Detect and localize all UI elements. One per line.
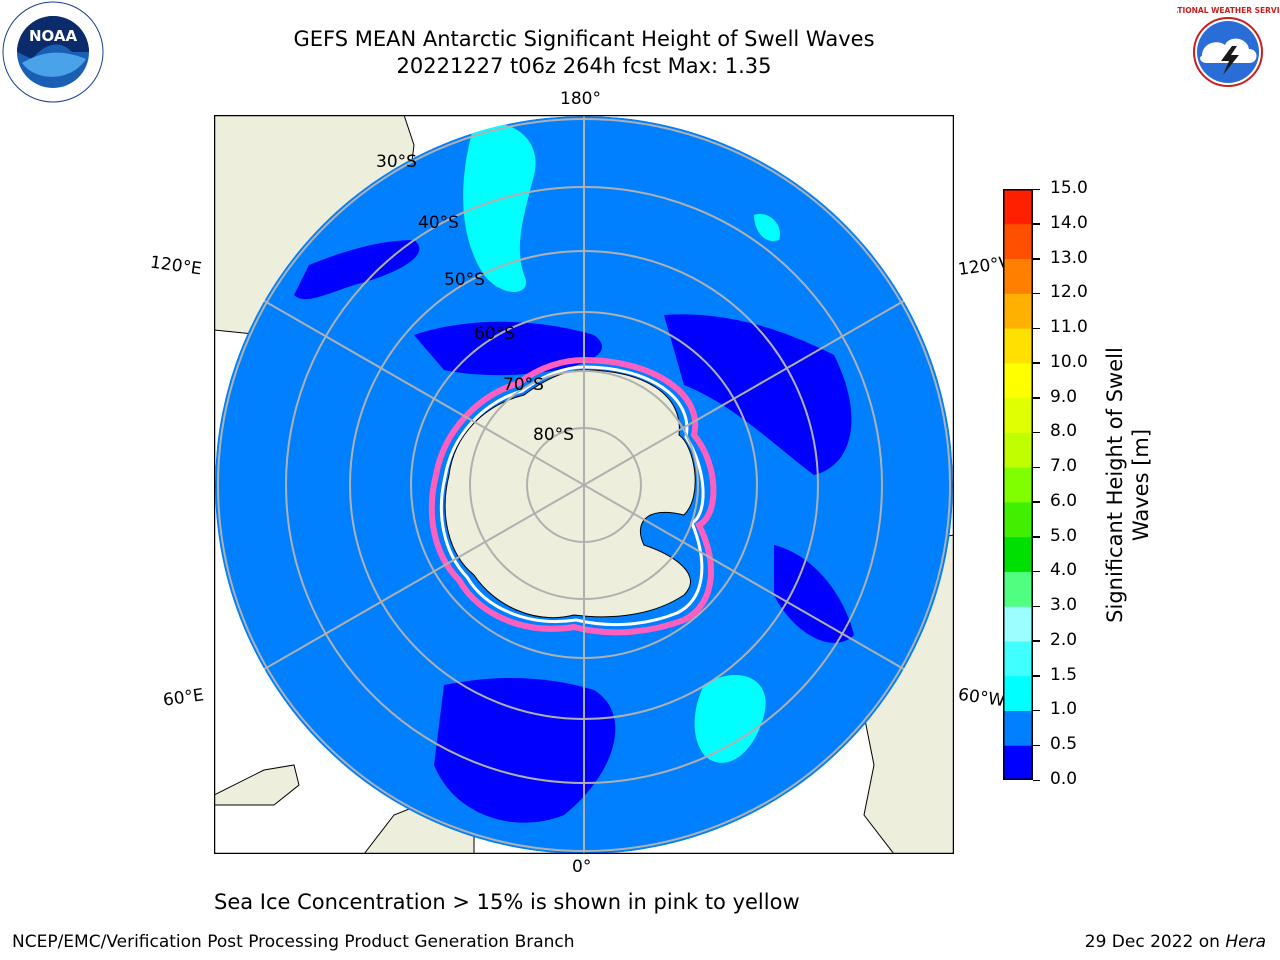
colorbar-segment: [1003, 675, 1033, 711]
footer-credit: NCEP/EMC/Verification Post Processing Pr…: [12, 932, 575, 952]
colorbar-tick-label: 10.0: [1050, 351, 1088, 372]
sea-ice-rim: [428, 356, 717, 636]
colorbar-tick-mark: [1033, 223, 1040, 225]
colorbar-tick-mark: [1033, 327, 1040, 330]
polar-map: [214, 115, 954, 854]
cyan-swell-area-2: [694, 675, 766, 763]
colorbar-segment: [1003, 710, 1033, 746]
low-swell-area-4: [434, 678, 616, 823]
colorbar-tick-label: 15.0: [1050, 178, 1088, 198]
colorbar-tick-mark: [1033, 779, 1040, 781]
map-subtitle: 20221227 t06z 264h fcst Max: 1.35: [396, 54, 772, 78]
lat-label-60s: 60°S: [474, 324, 515, 344]
colorbar-tick-label: 6.0: [1050, 490, 1078, 511]
colorbar-tick-mark: [1033, 675, 1040, 677]
colorbar-segment: [1003, 432, 1033, 468]
meridian-60e-120w: [215, 271, 953, 699]
colorbar-segment: [1003, 640, 1033, 677]
colorbar-segment: [1003, 571, 1033, 607]
colorbar-segment: [1003, 467, 1033, 503]
colorbar-tick-mark: [1033, 536, 1040, 538]
sea-ice-note: Sea Ice Concentration > 15% is shown in …: [214, 890, 800, 914]
footer-date: 29 Dec 2022 on Hera: [1085, 932, 1266, 952]
colorbar-segment: [1003, 606, 1033, 642]
cyan-swell-area-1: [463, 122, 536, 292]
colorbar-tick-label: 13.0: [1050, 247, 1088, 268]
colorbar-tick-label: 8.0: [1050, 421, 1078, 442]
colorbar-tick-label: 9.0: [1050, 386, 1078, 407]
colorbar-tick-label: 12.0: [1050, 282, 1088, 303]
colorbar-tick-label: 5.0: [1050, 525, 1078, 546]
lat-label-30s: 30°S: [376, 152, 417, 172]
colorbar-tick-label: 4.0: [1050, 560, 1078, 581]
colorbar-tick-label: 1.5: [1050, 664, 1078, 685]
nws-logo-text: NATIONAL WEATHER SERVICE: [1177, 6, 1279, 15]
colorbar-tick-label: 0.5: [1050, 734, 1078, 755]
lat-label-50s: 50°S: [444, 270, 485, 290]
noaa-logo-text: NOAA: [29, 27, 78, 45]
colorbar-border: [1003, 189, 1033, 780]
colorbar-tick-mark: [1033, 362, 1040, 364]
colorbar-segment: [1003, 258, 1033, 294]
lon-label-180: 180°: [560, 89, 601, 109]
colorbar-segment: [1003, 397, 1033, 433]
noaa-logo: NOAA: [2, 1, 104, 103]
cyan-swell-area-3: [754, 214, 780, 241]
lon-label-120e: 120°E: [148, 252, 203, 280]
lon-label-0: 0°: [572, 857, 592, 877]
lon-label-60e: 60°E: [161, 685, 206, 711]
low-swell-area-3: [664, 314, 852, 475]
colorbar-tick-mark: [1033, 292, 1040, 295]
colorbar-tick-label: 11.0: [1050, 317, 1088, 338]
colorbar-tick-mark: [1033, 640, 1040, 642]
colorbar-tick-mark: [1033, 431, 1040, 434]
lat-label-70s: 70°S: [503, 375, 544, 395]
colorbar-tick-mark: [1033, 709, 1040, 712]
colorbar-tick-mark: [1033, 258, 1040, 260]
map-title: GEFS MEAN Antarctic Significant Height o…: [293, 27, 875, 51]
colorbar-tick-label: 7.0: [1050, 456, 1078, 477]
colorbar-tick-label: 14.0: [1050, 212, 1088, 233]
colorbar-label: Significant Height of Swell Waves [m]: [1103, 347, 1153, 623]
colorbar-segment: [1003, 362, 1033, 399]
colorbar-tick-label: 0.0: [1050, 769, 1078, 789]
colorbar-segment: [1003, 501, 1033, 538]
colorbar-tick-mark: [1033, 466, 1040, 469]
lat-label-80s: 80°S: [533, 425, 574, 445]
nws-logo: NATIONAL WEATHER SERVICE: [1177, 2, 1279, 102]
lon-label-60w: 60°W: [956, 684, 1007, 712]
colorbar: [1003, 189, 1033, 780]
colorbar-tick-label: 1.0: [1050, 699, 1078, 720]
colorbar-segment: [1003, 328, 1033, 364]
colorbar-segment: [1003, 536, 1033, 572]
low-swell-area-5: [774, 545, 854, 643]
colorbar-tick-label: 2.0: [1050, 629, 1078, 650]
colorbar-tick-mark: [1033, 188, 1040, 190]
colorbar-segment: [1003, 223, 1033, 260]
footer-host: Hera: [1225, 932, 1266, 952]
footer-date-text: 29 Dec 2022 on: [1084, 932, 1226, 952]
colorbar-tick-label: 3.0: [1050, 595, 1078, 616]
lat-label-40s: 40°S: [418, 213, 459, 233]
colorbar-tick-mark: [1033, 397, 1040, 399]
colorbar-tick-mark: [1033, 570, 1040, 573]
colorbar-segment: [1003, 745, 1033, 780]
colorbar-tick-mark: [1033, 605, 1040, 608]
colorbar-segment: [1003, 189, 1033, 225]
madagascar-landmass: [214, 764, 300, 806]
colorbar-tick-mark: [1033, 744, 1040, 747]
colorbar-tick-mark: [1033, 501, 1040, 503]
colorbar-segment: [1003, 293, 1033, 329]
low-swell-area-1: [294, 240, 420, 300]
